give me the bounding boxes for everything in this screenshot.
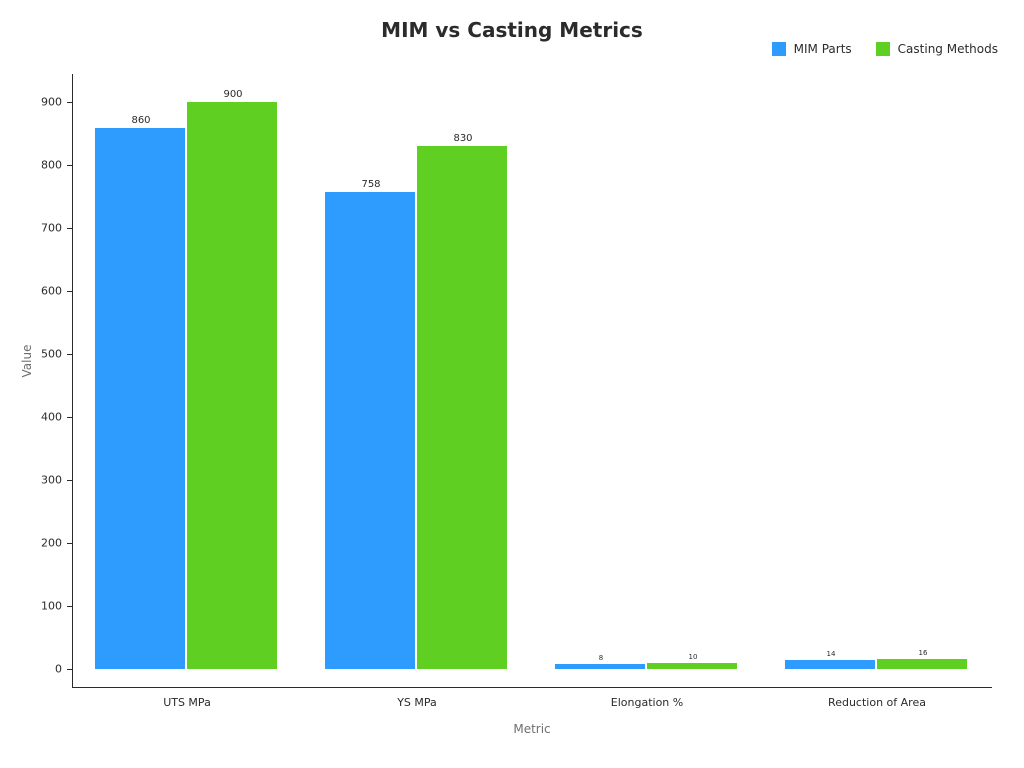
plot-area: 0100200300400500600700800900UTS MPa86090…	[72, 74, 992, 688]
y-tick-label: 900	[32, 96, 62, 109]
y-tick-label: 500	[32, 348, 62, 361]
y-tick-label: 0	[32, 663, 62, 676]
bar	[785, 660, 875, 669]
x-axis-title: Metric	[72, 722, 992, 736]
y-tick-mark	[67, 543, 72, 544]
y-tick-mark	[67, 480, 72, 481]
legend-label: Casting Methods	[898, 42, 998, 56]
bar-value-label: 860	[131, 115, 150, 126]
y-tick-label: 800	[32, 159, 62, 172]
x-axis-spine	[72, 687, 992, 688]
y-tick-mark	[67, 417, 72, 418]
x-tick-label: Elongation %	[532, 696, 762, 709]
x-tick-label: YS MPa	[302, 696, 532, 709]
y-tick-mark	[67, 228, 72, 229]
bar	[555, 664, 645, 669]
y-tick-mark	[67, 165, 72, 166]
y-tick-mark	[67, 291, 72, 292]
y-axis-title: Value	[20, 321, 34, 401]
bar	[187, 102, 277, 669]
legend-swatch	[772, 42, 786, 56]
x-tick-label: Reduction of Area	[762, 696, 992, 709]
bar-value-label: 758	[361, 179, 380, 190]
y-tick-mark	[67, 354, 72, 355]
y-axis-spine	[72, 74, 73, 688]
y-tick-label: 300	[32, 474, 62, 487]
legend-swatch	[876, 42, 890, 56]
y-tick-label: 200	[32, 537, 62, 550]
legend-item: MIM Parts	[772, 42, 852, 56]
chart-title: MIM vs Casting Metrics	[0, 18, 1024, 42]
legend: MIM Parts Casting Methods	[772, 42, 998, 56]
bar-value-label: 8	[599, 654, 603, 662]
legend-item: Casting Methods	[876, 42, 998, 56]
legend-label: MIM Parts	[794, 42, 852, 56]
bar	[877, 659, 967, 669]
bar	[325, 192, 415, 669]
bar-value-label: 900	[223, 89, 242, 100]
y-tick-mark	[67, 102, 72, 103]
y-tick-label: 600	[32, 285, 62, 298]
bar	[95, 128, 185, 670]
y-tick-mark	[67, 606, 72, 607]
y-tick-mark	[67, 669, 72, 670]
bar	[417, 146, 507, 669]
chart-container: MIM vs Casting Metrics MIM Parts Casting …	[0, 0, 1024, 768]
y-tick-label: 100	[32, 600, 62, 613]
bar-value-label: 14	[827, 650, 836, 658]
y-tick-label: 700	[32, 222, 62, 235]
x-tick-label: UTS MPa	[72, 696, 302, 709]
y-tick-label: 400	[32, 411, 62, 424]
bar	[647, 663, 737, 669]
bar-value-label: 830	[453, 133, 472, 144]
bar-value-label: 16	[919, 649, 928, 657]
bar-value-label: 10	[689, 653, 698, 661]
